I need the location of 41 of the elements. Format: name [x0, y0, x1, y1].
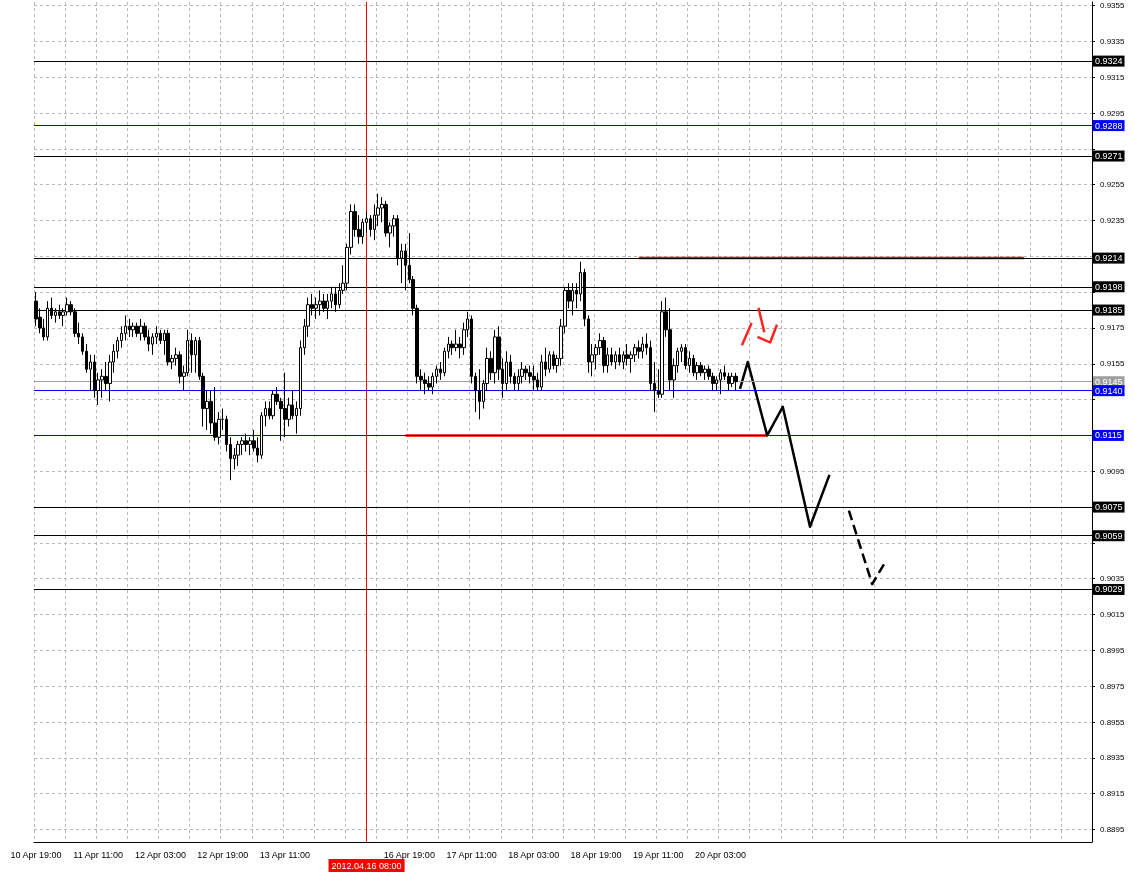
x-tick-label: 11 Apr 11:00: [73, 849, 124, 860]
y-tick-label: 0.8935: [1100, 753, 1126, 763]
x-tick-label: 18 Apr 03:00: [508, 849, 560, 860]
y-tick-label: 0.9255: [1100, 180, 1126, 190]
ref-line-label: 0.9145: [1095, 376, 1123, 387]
x-tick-label: 20 Apr 03:00: [695, 849, 747, 860]
ref-line-label: 0.9288: [1095, 120, 1123, 131]
ref-line-label: 0.9271: [1095, 151, 1123, 162]
y-tick-label: 0.9095: [1100, 466, 1126, 476]
x-tick-label: 12 Apr 19:00: [197, 849, 249, 860]
x-tick-label: 17 Apr 11:00: [446, 849, 497, 860]
y-tick-label: 0.9295: [1100, 108, 1126, 118]
ref-line-label: 0.9029: [1095, 584, 1123, 595]
x-tick-label: 18 Apr 19:00: [570, 849, 622, 860]
x-tick-label: 2012.04.16 08:00: [331, 860, 402, 871]
ref-line-label: 0.9324: [1095, 56, 1123, 67]
y-tick-label: 0.9175: [1100, 323, 1126, 333]
y-tick-label: 0.8895: [1100, 824, 1126, 834]
y-tick-label: 0.9155: [1100, 359, 1126, 369]
y-tick-label: 0.8915: [1100, 789, 1126, 799]
ref-line-label: 0.9185: [1095, 305, 1123, 316]
x-tick-label: 19 Apr 11:00: [633, 849, 684, 860]
x-tick-label: 10 Apr 19:00: [10, 849, 62, 860]
ref-line-label: 0.9214: [1095, 253, 1123, 264]
y-tick-label: 0.9015: [1100, 610, 1126, 620]
x-tick-label: 13 Apr 11:00: [259, 849, 311, 860]
ref-line-label: 0.9075: [1095, 502, 1123, 513]
ref-line-label: 0.9198: [1095, 281, 1123, 292]
y-tick-label: 0.8995: [1100, 645, 1126, 655]
x-tick-label: 12 Apr 03:00: [134, 849, 186, 860]
y-tick-label: 0.8955: [1100, 717, 1126, 727]
ref-line-label: 0.9059: [1095, 530, 1123, 541]
y-tick-label: 0.9235: [1100, 216, 1126, 226]
y-tick-label: 0.9355: [1100, 1, 1126, 11]
y-tick-label: 0.9315: [1100, 72, 1126, 82]
y-tick-label: 0.8975: [1100, 681, 1126, 691]
ref-line-label: 0.9115: [1095, 430, 1122, 441]
x-tick-label: 16 Apr 19:00: [383, 849, 435, 860]
y-tick-label: 0.9035: [1100, 574, 1126, 584]
ref-line-label: 0.9140: [1095, 385, 1123, 396]
y-tick-label: 0.9335: [1100, 36, 1126, 46]
